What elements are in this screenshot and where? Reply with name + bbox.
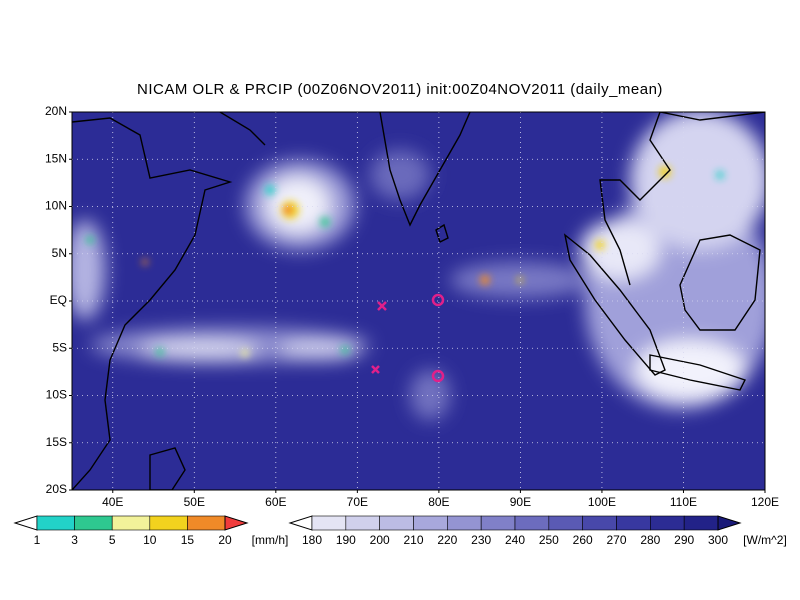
legend-swatch xyxy=(650,515,685,531)
legend-swatch xyxy=(582,515,617,531)
legend-label: 5 xyxy=(109,533,116,547)
legend-swatch xyxy=(379,515,414,531)
legend-label: 240 xyxy=(505,533,525,547)
legend-swatch xyxy=(345,515,380,531)
legend-label: 1 xyxy=(34,533,41,547)
lat-tick-label: 5N xyxy=(52,246,67,260)
legend-label: 15 xyxy=(181,533,195,547)
legend-arrow xyxy=(224,515,249,531)
map xyxy=(72,112,765,490)
legend-label: 270 xyxy=(606,533,626,547)
legend-unit: [mm/h] xyxy=(252,533,289,547)
lon-tick-label: 70E xyxy=(347,495,368,509)
legend-swatch xyxy=(413,515,448,531)
legend-arrow xyxy=(717,515,742,531)
clouds xyxy=(72,112,765,420)
legends: 1 3 5 10 15 20 [mm/h] 180 190 200 210 220 230 240 250 2… xyxy=(13,515,787,547)
lon-tick-label: 110E xyxy=(670,495,697,509)
legend-swatch xyxy=(111,515,151,531)
legend-arrow xyxy=(288,515,313,531)
legend-label: 3 xyxy=(71,533,78,547)
legend-swatch xyxy=(480,515,516,531)
precip xyxy=(86,166,724,357)
legend-arrow xyxy=(13,515,38,531)
legend-label: 290 xyxy=(674,533,694,547)
legend-label: 250 xyxy=(539,533,559,547)
lat-tick-label: 15S xyxy=(46,435,67,449)
legend-label: 190 xyxy=(336,533,356,547)
legend-label: 210 xyxy=(403,533,423,547)
legend-label: 300 xyxy=(708,533,728,547)
lat-tick-label: 15N xyxy=(45,151,67,165)
legend-swatch xyxy=(514,515,550,531)
coastlines xyxy=(72,112,765,490)
lat-tick-label: 10S xyxy=(46,388,67,402)
lat-tick-label: 10N xyxy=(45,199,67,213)
legend-label: 220 xyxy=(437,533,457,547)
lat-tick-label: EQ xyxy=(50,293,67,307)
legend-label: 230 xyxy=(471,533,491,547)
legend-swatch xyxy=(74,515,113,531)
lon-tick-label: 120E xyxy=(751,495,779,509)
lon-tick-label: 80E xyxy=(428,495,449,509)
legend-label: 280 xyxy=(640,533,660,547)
legend-label: 260 xyxy=(573,533,593,547)
lon-tick-label: 100E xyxy=(588,495,616,509)
grid xyxy=(72,112,765,490)
lon-tick-label: 40E xyxy=(102,495,123,509)
legend-label: 10 xyxy=(143,533,157,547)
legend-swatch xyxy=(149,515,188,531)
legend-label: 200 xyxy=(370,533,390,547)
legend-swatch xyxy=(616,515,651,531)
legend-label: 20 xyxy=(218,533,232,547)
lon-tick-label: 50E xyxy=(184,495,205,509)
lat-tick-label: 5S xyxy=(52,340,67,354)
legend-swatch xyxy=(447,515,482,531)
legend-swatch xyxy=(683,515,719,531)
lon-tick-label: 60E xyxy=(265,495,286,509)
lat-tick-label: 20S xyxy=(46,482,67,496)
legend-swatch xyxy=(548,515,583,531)
legend-swatch xyxy=(187,515,226,531)
axes: 20N 15N 10N 5N EQ 5S 10S 15S 20S 40E 50E 60E 70E 80E 9… xyxy=(45,104,779,509)
markers xyxy=(371,293,445,383)
lon-tick-label: 90E xyxy=(510,495,531,509)
title: NICAM OLR & PRCIP (00Z06NOV2011) init:00… xyxy=(137,81,663,98)
legend-label: 180 xyxy=(302,533,322,547)
legend-swatch xyxy=(311,515,347,531)
legend-swatch xyxy=(36,515,75,531)
legend-unit: [W/m^2] xyxy=(743,533,787,547)
lat-tick-label: 20N xyxy=(45,104,67,118)
